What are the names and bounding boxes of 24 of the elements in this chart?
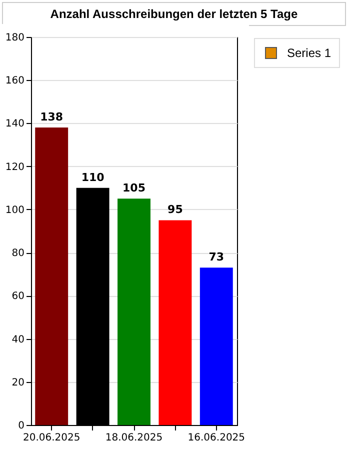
data-label: 95: [168, 203, 183, 216]
data-label: 73: [208, 250, 224, 264]
x-tick-label: 18.06.2025: [105, 432, 163, 444]
bar: [35, 128, 68, 425]
data-label: 110: [81, 170, 105, 184]
bar: [200, 268, 233, 425]
x-tick-label: 20.06.2025: [22, 432, 80, 444]
y-tick-label: 160: [5, 76, 24, 87]
text: Series 1: [287, 46, 332, 60]
y-tick-label: 60: [12, 291, 24, 302]
bar: [158, 220, 192, 425]
y-tick-label: 100: [5, 204, 24, 216]
data-label: 105: [122, 182, 146, 195]
y-tick-label: 20: [12, 377, 24, 388]
bar: [118, 198, 150, 425]
y-tick-label: 180: [5, 32, 24, 44]
chart-title: Anzahl Ausschreibungen der letzten 5 Tage: [2, 2, 346, 26]
y-tick-label: 120: [5, 162, 24, 173]
y-tick-label: 80: [12, 248, 24, 260]
y-tick-label: 140: [5, 118, 24, 130]
y-tick-label: 0: [18, 420, 24, 432]
x-tick-label: 16.06.2025: [188, 432, 246, 444]
data-label: 138: [40, 110, 64, 124]
y-tick-label: 40: [12, 334, 24, 346]
